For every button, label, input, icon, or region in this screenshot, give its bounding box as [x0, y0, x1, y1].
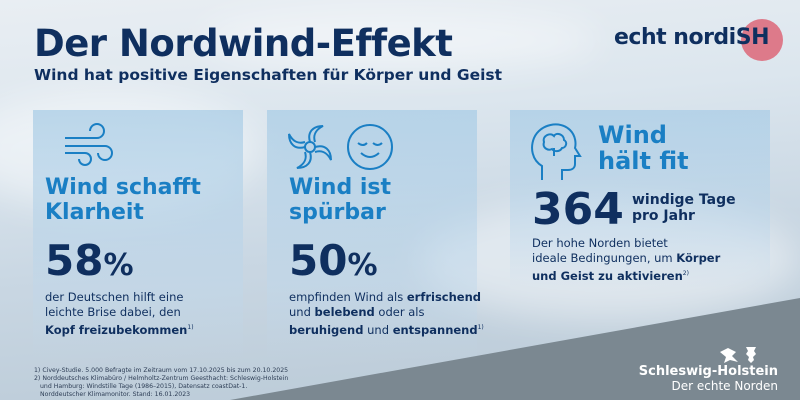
card-text-bold: Kopf freizubekommen — [45, 322, 188, 337]
card-heading: Wind — [598, 121, 667, 149]
card-text-bold: belebend — [314, 305, 375, 319]
relaxed-face-icon — [347, 124, 393, 170]
stat-unit: % — [103, 248, 134, 283]
card-heading: Klarheit — [45, 200, 144, 225]
stat-label: windige Tage — [632, 192, 736, 208]
card-text: der Deutschen hilft eine — [45, 290, 184, 304]
schleswig-holstein-brand: Schleswig-Holstein Der echte Norden — [639, 346, 778, 393]
stat-label: pro Jahr — [632, 208, 695, 224]
brand-name: Schleswig-Holstein — [638, 364, 778, 379]
card-text: empfinden Wind als — [289, 290, 407, 304]
echt-nordish-logo: echt nordiSH — [598, 12, 783, 62]
card-heading: Wind schafft — [45, 175, 201, 200]
footnote: 2) Norddeutsches Klimabüro / Helmholtz-Z… — [34, 375, 289, 382]
card-spuerbar: Wind ist spürbar 50% empfinden Wind als … — [267, 110, 484, 360]
wind-icon — [65, 123, 113, 166]
coat-of-arms-icon — [720, 347, 756, 363]
stat-value: 58 — [45, 236, 104, 285]
hurricane-icon — [288, 125, 332, 169]
stat-unit: % — [347, 248, 378, 283]
stat-value: 364 — [532, 184, 624, 235]
logo-prefix: echt nordi — [614, 25, 736, 50]
card-text: und — [363, 322, 393, 337]
card-text: und — [289, 305, 315, 319]
card-text-bold: und Geist zu aktivieren — [532, 268, 683, 283]
footnote: Norddeutscher Klimamonitor. Stand: 16.01… — [40, 391, 191, 398]
cloud — [200, 10, 600, 70]
card-text-bold: erfrischend — [406, 290, 482, 304]
footnote: und Hamburg: Windstille Tage (1986–2015)… — [40, 383, 248, 390]
footnote-ref: 2) — [682, 270, 689, 277]
card-text: oder als — [374, 305, 425, 319]
card-heading: spürbar — [289, 200, 386, 225]
footnote: 1) Civey-Studie. 5.000 Befragte im Zeitr… — [34, 367, 289, 374]
card-text: Der hohe Norden bietet — [532, 236, 668, 250]
brand-slogan: Der echte Norden — [671, 379, 778, 393]
logo-suffix: SH — [735, 25, 770, 50]
page-title: Der Nordwind-Effekt — [34, 22, 453, 65]
card-text: ideale Bedingungen, um — [532, 251, 677, 265]
footnotes: 1) Civey-Studie. 5.000 Befragte im Zeitr… — [34, 367, 288, 399]
stat-value: 50 — [289, 236, 348, 285]
card-heading: Wind ist — [289, 175, 392, 200]
card-text-bold: beruhigend — [289, 322, 364, 337]
page-subtitle: Wind hat positive Eigenschaften für Körp… — [34, 66, 503, 84]
card-klarheit: Wind schafft Klarheit 58% der Deutschen … — [33, 110, 243, 360]
footnote-ref: 1) — [187, 324, 194, 331]
footnote-ref: 1) — [477, 324, 484, 331]
head-brain-icon — [531, 123, 582, 180]
card-text-bold: Körper — [676, 251, 721, 265]
card-text-bold: entspannend — [392, 322, 478, 337]
card-haelt-fit: Wind hält fit 364 windige Tage pro Jahr … — [510, 110, 770, 290]
card-text: leichte Brise dabei, den — [45, 305, 181, 319]
logo-dot — [741, 19, 783, 61]
card-heading: hält fit — [598, 147, 689, 175]
